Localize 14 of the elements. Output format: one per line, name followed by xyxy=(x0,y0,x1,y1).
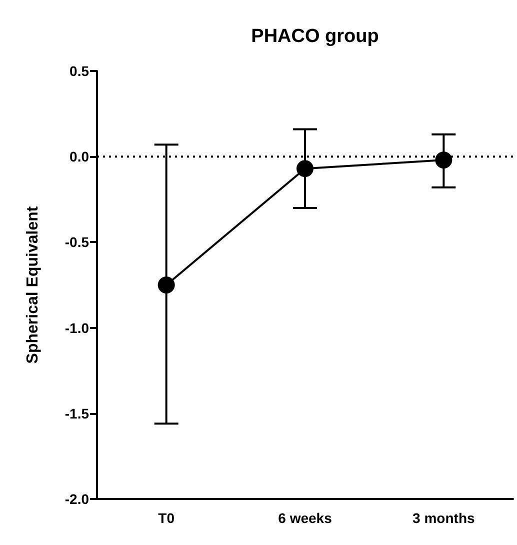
x-tick-label: T0 xyxy=(158,510,175,526)
y-tick-label: -2.0 xyxy=(64,491,90,507)
x-tick-label: 3 months xyxy=(412,510,475,526)
x-tick-label: 6 weeks xyxy=(278,510,332,526)
y-tick-label: -0.5 xyxy=(64,234,90,250)
point xyxy=(435,152,452,169)
point xyxy=(296,160,314,178)
y-tick-label: 0.5 xyxy=(70,63,90,79)
y-tick-label: -1.5 xyxy=(64,405,90,422)
y-tick-label: 0.0 xyxy=(70,148,90,165)
y-tick-label: -1.0 xyxy=(64,320,90,336)
point xyxy=(158,276,175,294)
y-axis-title: Spherical Equivalent xyxy=(24,206,42,364)
chart-title: PHACO group xyxy=(251,26,379,47)
